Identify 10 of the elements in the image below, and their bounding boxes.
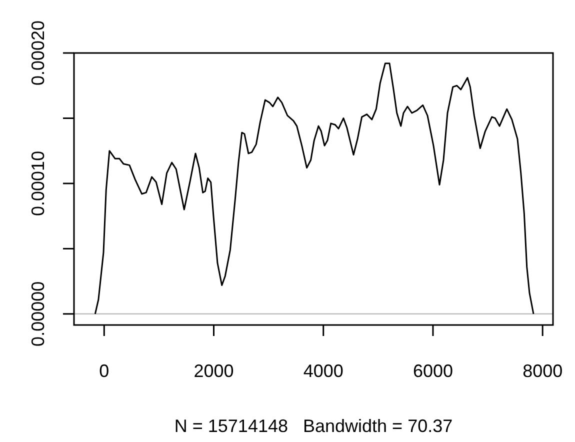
y-tick-label: 0.00020 <box>28 20 48 86</box>
y-tick-label: 0.00000 <box>28 281 48 346</box>
x-tick-label: 6000 <box>412 361 453 381</box>
x-axis-title: N = 15714148 Bandwidth = 70.37 <box>174 416 453 436</box>
y-tick-label: 0.00010 <box>28 150 48 216</box>
x-tick-label: 4000 <box>303 361 344 381</box>
line-series <box>94 62 534 315</box>
x-tick-label: 8000 <box>522 361 563 381</box>
x-tick-label: 0 <box>99 361 110 381</box>
x-tick-label: 2000 <box>194 361 234 381</box>
